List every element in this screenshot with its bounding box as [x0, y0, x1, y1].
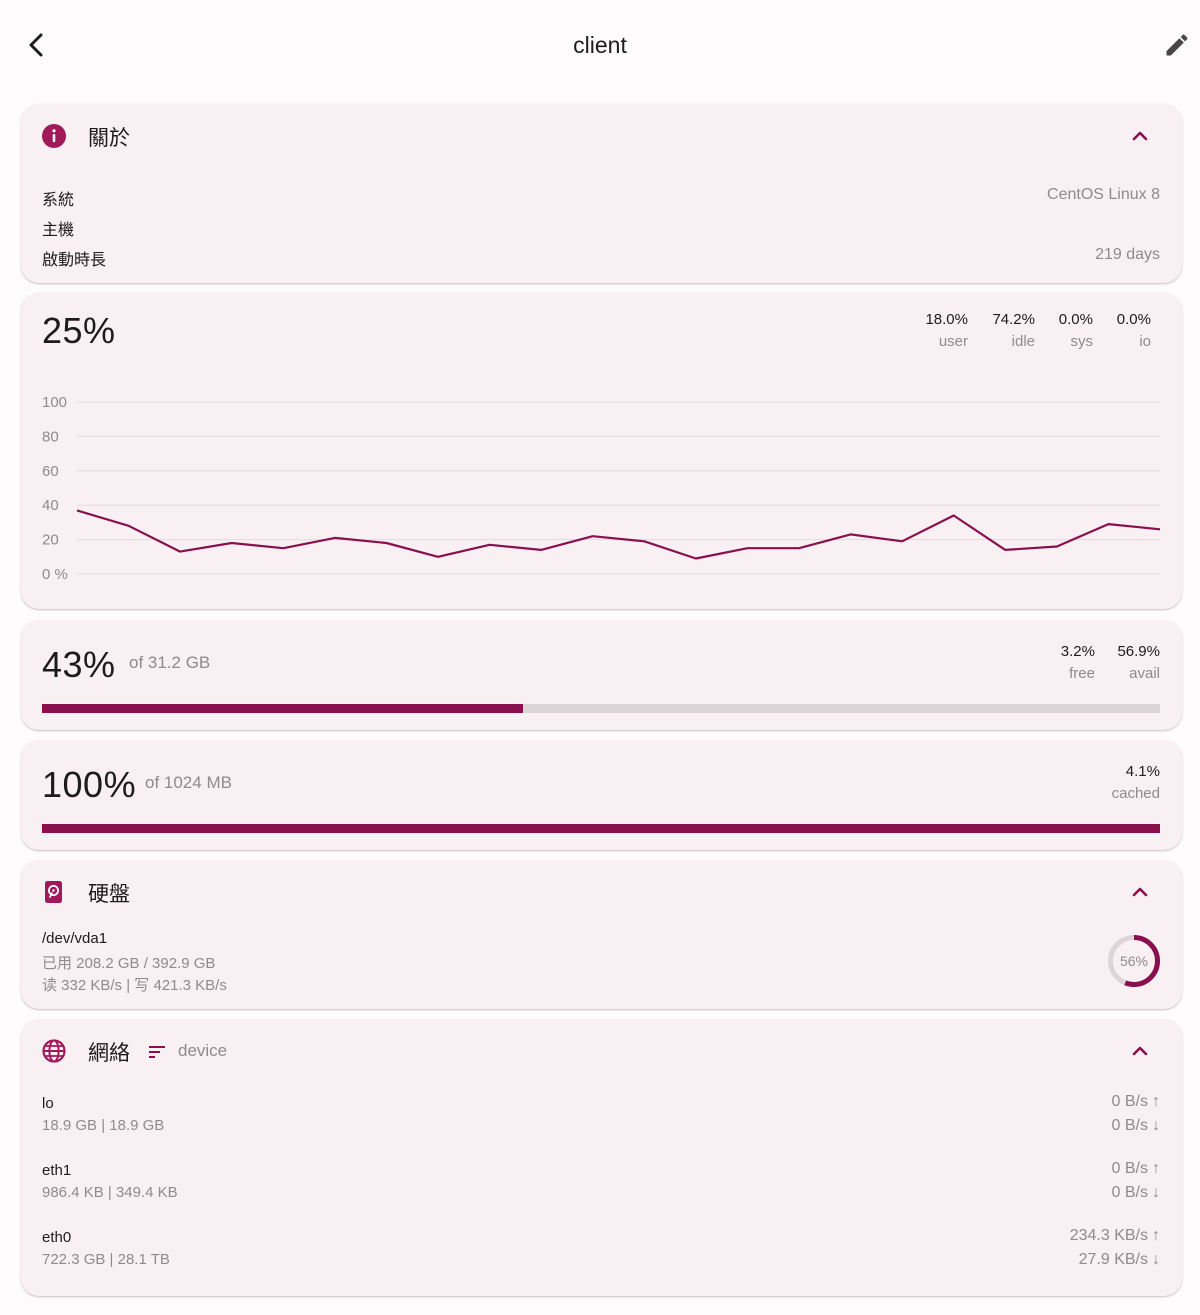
network-item-eth1-down-value: 0 B/s: [1111, 1184, 1148, 1201]
hard-disk-icon: [45, 881, 62, 903]
y-tick-label: 60: [42, 463, 59, 480]
swap-progress-fill: [42, 824, 1160, 833]
network-item-lo-down: 0 B/s ↓: [1112, 1117, 1160, 1135]
cpu-card: 25% 18.0% user 74.2% idle 0.0% sys 0.0% …: [21, 293, 1182, 609]
network-item-eth1-down: 0 B/s ↓: [1112, 1184, 1160, 1202]
swap-stat-cached-label: cached: [1111, 785, 1160, 802]
about-value-uptime: 219 days: [1095, 246, 1160, 263]
memory-stat-avail-label: avail: [1129, 665, 1160, 682]
arrow-down-icon: ↓: [1152, 1117, 1160, 1134]
memory-progress-fill: [42, 704, 523, 713]
network-item-lo-up: 0 B/s ↑: [1112, 1093, 1160, 1111]
chevron-up-icon[interactable]: [1128, 1039, 1152, 1063]
cpu-stat-sys-value: 0.0%: [1058, 311, 1093, 328]
about-value-system: CentOS Linux 8: [1047, 186, 1160, 203]
cpu-stat-sys: 0.0% sys: [1059, 311, 1093, 350]
memory-total: of 31.2 GB: [129, 653, 211, 672]
swap-progress-track: [42, 824, 1160, 833]
network-item-eth0-name: eth0: [42, 1229, 72, 1246]
network-item-eth0-total: 722.3 GB | 28.1 TB: [42, 1251, 170, 1268]
disk-card: 硬盤 /dev/vda1 已用 208.2 GB / 392.9 GB 读 33…: [21, 860, 1182, 1009]
cpu-line-chart: 100 80 60 40 20 0 %: [42, 394, 1161, 583]
app-bar: client: [0, 0, 1200, 92]
network-sort-label: device: [178, 1041, 228, 1060]
cpu-stat-user: 18.0% user: [925, 311, 968, 350]
memory-card: 43% of 31.2 GB 3.2% free 56.9% avail: [21, 620, 1182, 730]
arrow-down-icon: ↓: [1152, 1251, 1160, 1268]
memory-percent: 43%: [42, 644, 116, 685]
swap-stat-cached: 4.1% cached: [1112, 763, 1160, 802]
network-item-eth0-down: 27.9 KB/s ↓: [1079, 1251, 1160, 1269]
arrow-back-icon[interactable]: [22, 30, 52, 60]
y-tick-label: 40: [42, 497, 59, 514]
y-tick-label: 80: [42, 428, 59, 445]
about-label-system: 系統: [42, 192, 75, 209]
y-tick-label: 0 %: [42, 566, 68, 583]
network-item-lo-down-value: 0 B/s: [1111, 1117, 1148, 1134]
cpu-stat-io-label: io: [1139, 333, 1151, 350]
cpu-stat-io: 0.0% io: [1117, 311, 1151, 350]
edit-pencil-icon[interactable]: [1163, 31, 1191, 59]
cpu-stat-sys-label: sys: [1070, 333, 1094, 350]
cpu-stat-user-label: user: [938, 333, 968, 350]
network-title: 網絡: [88, 1042, 130, 1065]
memory-stat-free: 3.2% free: [1061, 643, 1095, 682]
network-item-eth0-down-value: 27.9 KB/s: [1078, 1251, 1148, 1268]
network-item-eth0-up-value: 234.3 KB/s: [1069, 1227, 1148, 1244]
info-icon: [42, 124, 66, 148]
chevron-up-icon[interactable]: [1128, 124, 1152, 148]
y-tick-label: 100: [42, 394, 67, 411]
about-label-uptime: 啟動時長: [42, 252, 107, 269]
memory-stat-avail-value: 56.9%: [1117, 643, 1160, 660]
network-item-eth1-name: eth1: [42, 1162, 72, 1179]
sort-icon: [149, 1046, 165, 1058]
disk-ring-arc: [1108, 935, 1160, 987]
arrow-up-icon: ↑: [1152, 1160, 1160, 1177]
swap-percent: 100%: [42, 764, 137, 805]
memory-stat-free-label: free: [1069, 665, 1095, 682]
memory-stat-free-value: 3.2%: [1060, 643, 1095, 660]
network-item-eth0-up: 234.3 KB/s ↑: [1070, 1227, 1160, 1245]
network-item-eth1-up-value: 0 B/s: [1111, 1160, 1148, 1177]
disk-device: /dev/vda1: [42, 930, 108, 947]
disk-usage: 已用 208.2 GB / 392.9 GB: [42, 955, 216, 972]
arrow-up-icon: ↑: [1152, 1093, 1160, 1110]
swap-total: of 1024 MB: [145, 773, 232, 792]
cpu-stat-idle-label: idle: [1011, 333, 1035, 350]
chevron-up-icon[interactable]: [1128, 880, 1152, 904]
cpu-series-line: [76, 509, 1161, 560]
network-item-eth1-total: 986.4 KB | 349.4 KB: [42, 1184, 178, 1201]
about-card: 關於 系統 CentOS Linux 8 主機 啟動時長 219 days: [21, 104, 1182, 283]
memory-progress-track: [42, 704, 1160, 713]
disk-usage-ring: 56%: [1108, 935, 1160, 987]
arrow-up-icon: ↑: [1152, 1227, 1160, 1244]
network-item-lo-total: 18.9 GB | 18.9 GB: [42, 1117, 165, 1134]
page-title: client: [573, 32, 627, 58]
disk-ring-label: 56%: [1120, 953, 1148, 969]
about-title: 關於: [88, 127, 130, 150]
disk-header[interactable]: 硬盤: [21, 860, 1182, 924]
memory-stat-avail: 56.9% avail: [1117, 643, 1160, 682]
cpu-stat-idle: 74.2% idle: [992, 311, 1035, 350]
network-item-lo-name: lo: [42, 1095, 54, 1112]
network-header[interactable]: 網絡 device: [21, 1019, 1182, 1083]
y-tick-label: 20: [42, 532, 59, 549]
about-label-host: 主機: [42, 222, 75, 239]
cpu-stat-user-value: 18.0%: [925, 311, 968, 328]
cpu-stat-io-value: 0.0%: [1116, 311, 1151, 328]
swap-stat-cached-value: 4.1%: [1125, 763, 1160, 780]
globe-icon: [42, 1039, 66, 1063]
network-item-lo-up-value: 0 B/s: [1111, 1093, 1148, 1110]
about-header[interactable]: 關於: [21, 104, 1182, 168]
arrow-down-icon: ↓: [1152, 1184, 1160, 1201]
cpu-percent: 25%: [42, 310, 116, 351]
disk-title: 硬盤: [88, 883, 130, 906]
network-item-eth1-up: 0 B/s ↑: [1112, 1160, 1160, 1178]
swap-card: 100% of 1024 MB 4.1% cached: [21, 740, 1182, 850]
network-card: 網絡 device lo 18.9 GB | 18.9 GB 0 B/s ↑ 0 …: [21, 1019, 1182, 1296]
disk-io: 读 332 KB/s | 写 421.3 KB/s: [42, 977, 227, 994]
cpu-stat-idle-value: 74.2%: [992, 311, 1035, 328]
